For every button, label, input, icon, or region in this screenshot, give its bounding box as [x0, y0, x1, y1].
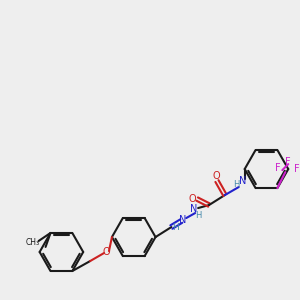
Text: H: H [234, 180, 240, 189]
Text: H: H [195, 211, 201, 220]
Text: O: O [212, 171, 220, 181]
Text: O: O [102, 247, 110, 257]
Text: F: F [286, 157, 291, 167]
Text: N: N [190, 204, 198, 214]
Text: N: N [178, 215, 186, 225]
Text: O: O [188, 194, 196, 204]
Text: F: F [294, 164, 300, 174]
Text: CH₃: CH₃ [26, 238, 40, 247]
Text: N: N [239, 176, 246, 186]
Text: F: F [274, 163, 280, 173]
Text: H: H [172, 223, 179, 232]
